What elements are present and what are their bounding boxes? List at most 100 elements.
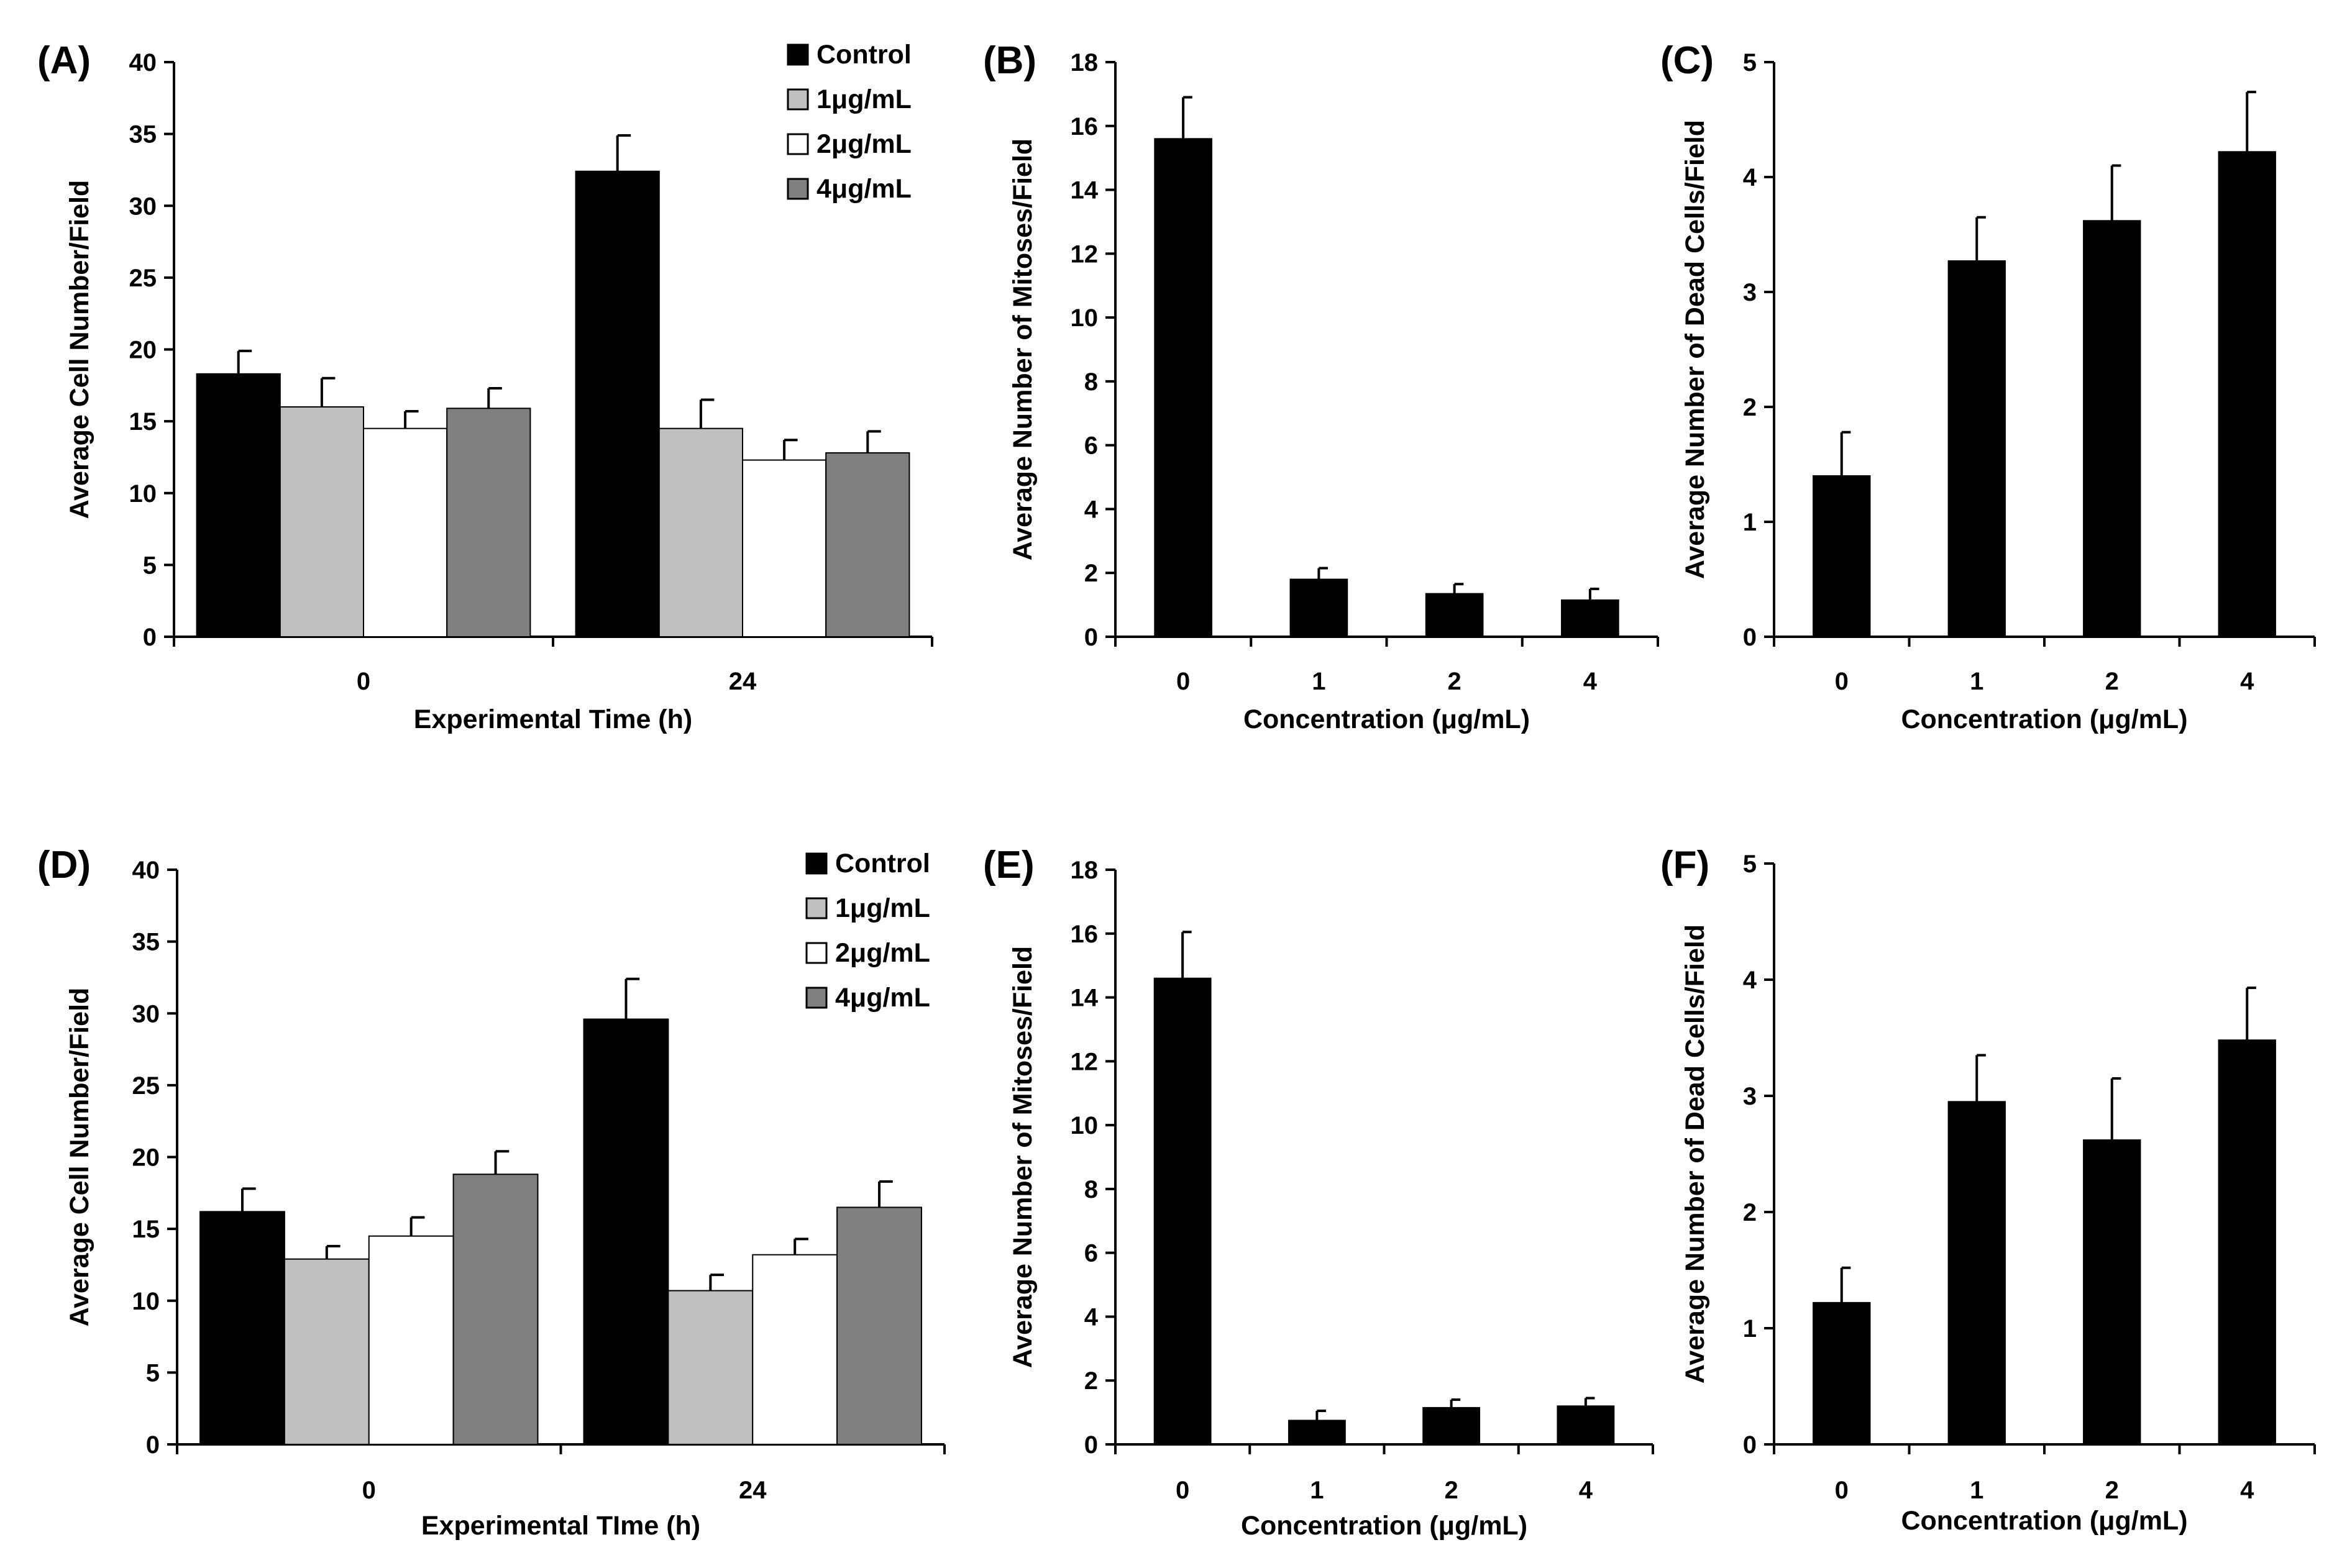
legend-label: Control <box>816 40 912 70</box>
panel-letter: (D) <box>37 844 91 887</box>
panel-letter: (A) <box>37 39 91 82</box>
y-tick-label: 10 <box>129 480 157 508</box>
y-tick-label: 3 <box>1743 1083 1757 1110</box>
chart-panel-d: (D) 0 5 10 15 20 25 30 35 40 0 24 Experimental TIme … <box>37 844 946 1541</box>
x-axis-title: Concentration (μg/mL) <box>1243 704 1530 734</box>
chart-panel-f: (F) 0 1 2 3 4 5 0 1 2 4 Concentration (μg/mL) Averag… <box>1660 844 2316 1536</box>
y-tick-label: 25 <box>129 265 157 292</box>
y-tick-label: 5 <box>1743 49 1757 76</box>
y-tick-label: 10 <box>1071 304 1099 332</box>
y-tick-label: 10 <box>132 1288 160 1315</box>
chart-panel-c: (C) 0 1 2 3 4 5 0 1 2 4 Concentration (μg/mL) Averag… <box>1660 39 2316 734</box>
y-tick-label: 18 <box>1071 857 1099 884</box>
bar-dead-cells-0 <box>1813 1301 1871 1446</box>
bar-dead-cells-1 <box>1947 1101 2006 1445</box>
y-axis-title: Average Cell Number/Field <box>65 180 94 519</box>
x-tick-label: 0 <box>1176 1477 1189 1504</box>
x-axis-title: Concentration (μg/mL) <box>1901 1506 2187 1536</box>
x-tick-label: 2 <box>1448 668 1461 695</box>
panel-letter: (F) <box>1660 844 1709 887</box>
bar-2-g-ml-24 <box>752 1254 838 1445</box>
y-tick-label: 0 <box>1743 1431 1757 1459</box>
bar-dead-cells-2 <box>2083 1139 2141 1446</box>
bar-control-24 <box>583 1018 669 1445</box>
panel-letter: (E) <box>983 844 1035 887</box>
y-tick-label: 5 <box>146 1359 160 1387</box>
bar-dead-cells-4 <box>2218 1039 2276 1445</box>
y-tick-label: 2 <box>1084 560 1098 587</box>
y-tick-label: 6 <box>1084 432 1098 460</box>
x-tick-label: 0 <box>357 668 370 695</box>
y-tick-label: 30 <box>132 1000 160 1028</box>
bar-mitoses-0 <box>1154 138 1212 638</box>
x-tick-label: 0 <box>1176 668 1190 695</box>
bar-4-g-ml-24 <box>825 452 910 637</box>
legend-swatch <box>805 987 828 1009</box>
bar-mitoses-1 <box>1288 1420 1346 1445</box>
y-axis-title: Average Cell Number/Field <box>65 988 94 1327</box>
x-tick-label: 0 <box>1835 668 1849 695</box>
legend-swatch <box>787 88 809 111</box>
y-tick-label: 0 <box>1084 1431 1098 1459</box>
y-tick-label: 0 <box>1743 624 1757 651</box>
legend-swatch <box>787 178 809 200</box>
legend-label: 2μg/mL <box>816 129 912 159</box>
y-tick-label: 0 <box>1084 624 1098 651</box>
y-tick-label: 25 <box>132 1072 160 1100</box>
legend-swatch <box>805 942 828 964</box>
y-tick-label: 0 <box>146 1431 160 1459</box>
y-tick-label: 20 <box>129 337 157 364</box>
x-tick-label: 2 <box>1445 1477 1458 1504</box>
x-tick-label: 0 <box>362 1477 376 1504</box>
y-tick-label: 12 <box>1071 240 1099 268</box>
y-tick-label: 30 <box>129 193 157 220</box>
chart-panel-a: (A) 0 5 10 15 20 25 30 35 40 0 24 Experimental Time … <box>37 39 933 734</box>
bar-mitoses-4 <box>1557 1405 1615 1445</box>
bar-mitoses-0 <box>1153 977 1212 1445</box>
bar-4-g-ml-24 <box>836 1206 922 1445</box>
x-tick-label: 4 <box>1579 1477 1593 1504</box>
bar-dead-cells-2 <box>2083 220 2141 637</box>
legend-label: 4μg/mL <box>835 983 930 1013</box>
y-tick-label: 8 <box>1084 1176 1098 1203</box>
bar-control-24 <box>575 170 660 637</box>
bar-dead-cells-0 <box>1813 475 1871 637</box>
bar-mitoses-4 <box>1561 599 1619 637</box>
bar-2-g-ml-0 <box>363 427 448 637</box>
legend-label: 1μg/mL <box>835 893 930 923</box>
y-tick-label: 35 <box>132 929 160 956</box>
bar-4-g-ml-0 <box>452 1174 539 1445</box>
y-tick-label: 16 <box>1071 113 1099 140</box>
y-tick-label: 1 <box>1743 509 1757 536</box>
y-tick-label: 5 <box>1743 850 1757 878</box>
y-tick-label: 5 <box>143 552 157 579</box>
bar-2-g-ml-0 <box>368 1235 454 1445</box>
bar-mitoses-2 <box>1425 593 1484 637</box>
bar-dead-cells-4 <box>2218 151 2276 638</box>
y-tick-label: 6 <box>1084 1240 1098 1267</box>
y-axis-title: Average Number of Dead Cells/Field <box>1680 924 1710 1383</box>
y-tick-label: 2 <box>1743 394 1757 421</box>
y-tick-label: 1 <box>1743 1315 1757 1342</box>
y-tick-label: 18 <box>1071 49 1099 76</box>
y-tick-label: 35 <box>129 121 157 148</box>
y-tick-label: 4 <box>1084 496 1099 523</box>
x-axis-title: Experimental Time (h) <box>414 704 692 734</box>
y-axis-title: Average Number of Mitoses/Field <box>1008 946 1038 1368</box>
y-tick-label: 10 <box>1071 1112 1099 1139</box>
legend-label: 4μg/mL <box>816 174 912 204</box>
y-tick-label: 2 <box>1084 1367 1098 1395</box>
bar-1-g-ml-24 <box>658 427 744 637</box>
bar-mitoses-1 <box>1289 578 1348 637</box>
y-axis-title: Average Number of Mitoses/Field <box>1008 139 1038 560</box>
x-tick-label: 24 <box>739 1477 767 1504</box>
legend-label: 2μg/mL <box>835 938 930 968</box>
y-tick-label: 4 <box>1743 164 1757 191</box>
y-tick-label: 12 <box>1071 1048 1099 1075</box>
bar-2-g-ml-24 <box>742 459 827 637</box>
x-tick-label: 2 <box>2105 668 2119 695</box>
y-tick-label: 0 <box>143 624 157 651</box>
legend-swatch <box>787 133 809 155</box>
y-tick-label: 4 <box>1743 967 1757 994</box>
